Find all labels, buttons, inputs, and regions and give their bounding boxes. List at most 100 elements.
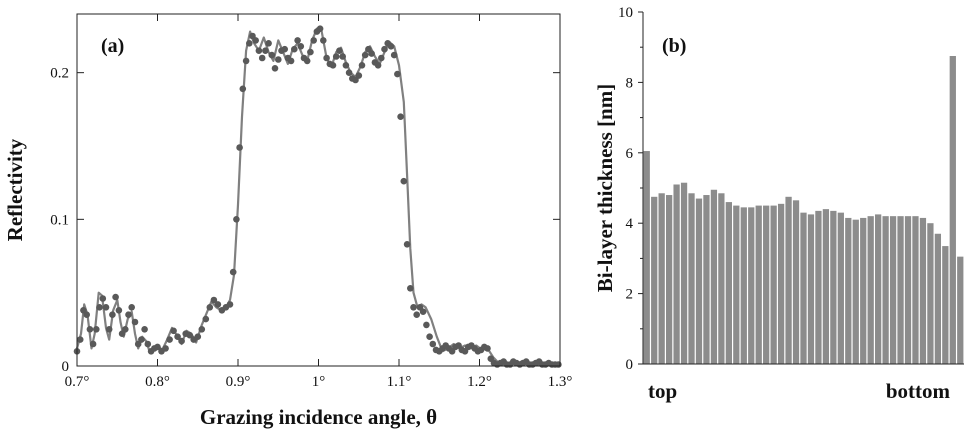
measured-data-point — [323, 54, 330, 62]
thickness-bar — [703, 195, 710, 364]
measured-data-point — [336, 47, 343, 54]
thickness-bar — [904, 216, 912, 364]
measured-data-point — [96, 304, 103, 311]
measured-data-point — [125, 311, 132, 319]
panel-b-label: (b) — [662, 35, 686, 57]
measured-data-point — [484, 345, 491, 352]
measured-data-point — [413, 311, 421, 319]
thickness-bar — [695, 198, 703, 364]
panel-a-label: (a) — [101, 35, 124, 57]
measured-data-point — [397, 113, 404, 120]
measured-data-point — [194, 333, 202, 341]
measured-data-point — [122, 326, 129, 333]
thickness-bar — [785, 196, 792, 364]
measured-data-point — [262, 47, 269, 54]
thickness-bar — [957, 256, 964, 364]
y-tick-label: 6 — [626, 146, 634, 162]
thickness-bar — [770, 205, 777, 364]
measured-data-point — [115, 307, 123, 314]
measured-data-point — [166, 336, 173, 343]
measured-data-point — [394, 70, 401, 78]
thickness-bar — [897, 216, 904, 364]
measured-data-point — [555, 361, 562, 368]
x-tick-label: 0.7° — [65, 374, 90, 390]
panel-a-ticks: 0.7° 0.8° 0.9° 1° 1.1° 1.2° 1.3° 0 0.1 0.2 — [50, 14, 572, 390]
measured-data-point — [131, 318, 139, 326]
thickness-bar — [680, 182, 688, 364]
measured-data-point — [358, 62, 366, 69]
thickness-bar — [882, 216, 889, 364]
measured-data-point — [419, 308, 427, 316]
thickness-bar — [927, 223, 934, 364]
measured-data-point — [178, 337, 185, 345]
measured-data-point — [174, 333, 181, 341]
panel-a-frame — [76, 13, 561, 367]
thickness-bar — [942, 246, 949, 364]
measured-data-point — [252, 37, 259, 44]
measured-data-point — [275, 56, 282, 63]
thickness-bar — [666, 195, 673, 364]
measured-data-point — [162, 345, 169, 352]
y-tick-label: 0 — [62, 359, 70, 375]
thickness-bar — [875, 214, 882, 364]
y-tick-label: 4 — [626, 216, 634, 232]
panel-b-top-label: top — [648, 379, 677, 403]
measured-data-point — [303, 57, 311, 65]
measured-data-point — [400, 177, 408, 185]
thickness-bar — [860, 217, 867, 364]
measured-data-point — [198, 326, 206, 333]
measured-data-point — [320, 37, 327, 44]
measured-data-point — [255, 47, 263, 54]
measured-data-point — [239, 85, 247, 93]
measured-data-point — [361, 51, 369, 59]
measured-data-point — [83, 311, 90, 319]
measured-data-point — [339, 53, 347, 60]
thickness-bar — [822, 209, 830, 364]
x-tick-label: 1.1° — [387, 374, 412, 390]
thickness-bar — [673, 184, 680, 364]
thickness-bar — [777, 203, 785, 364]
thickness-bar — [867, 216, 874, 364]
x-tick-label: 1° — [312, 374, 326, 390]
measured-data-point — [294, 37, 301, 44]
measured-data-point — [206, 304, 214, 311]
thickness-bar — [815, 210, 822, 364]
measured-data-point — [258, 54, 266, 62]
measured-data-point — [210, 296, 218, 304]
thickness-bar — [919, 217, 927, 364]
measured-data-point — [138, 336, 145, 343]
panel-a-x-axis-title: Grazing incidence angle, θ — [200, 405, 437, 429]
measured-data-point — [141, 326, 148, 333]
panel-a-plot-area — [73, 25, 562, 368]
y-tick-label: 10 — [618, 5, 633, 21]
measured-data-point — [342, 62, 350, 69]
thickness-bar — [688, 193, 695, 364]
thickness-bar — [852, 219, 859, 364]
measured-data-point — [368, 50, 375, 57]
thickness-bar — [740, 207, 747, 364]
measured-data-point — [291, 45, 298, 53]
thickness-bar — [643, 151, 650, 364]
measured-data-point — [76, 336, 84, 343]
measured-data-point — [407, 285, 414, 292]
panel-b-y-axis-title: Bi-layer thickness [nm] — [593, 84, 617, 292]
thickness-bar — [763, 205, 770, 364]
measured-data-point — [268, 51, 276, 59]
measured-data-point — [109, 311, 116, 319]
measured-data-point — [374, 62, 382, 69]
measured-data-point — [390, 51, 398, 59]
thickness-bar — [710, 189, 718, 364]
measured-data-point — [310, 37, 318, 44]
measured-data-point — [423, 321, 430, 329]
thickness-bar — [837, 212, 844, 364]
thickness-bar — [651, 196, 658, 364]
measured-data-point — [332, 53, 340, 60]
panel-a-y-axis-title: Reflectivity — [3, 138, 27, 241]
fit-curve-line — [75, 27, 561, 368]
thickness-bar — [912, 216, 919, 364]
measured-data-point — [242, 57, 250, 65]
thickness-bar — [807, 214, 815, 364]
measured-data-point — [246, 40, 253, 47]
thickness-bar — [949, 56, 956, 364]
